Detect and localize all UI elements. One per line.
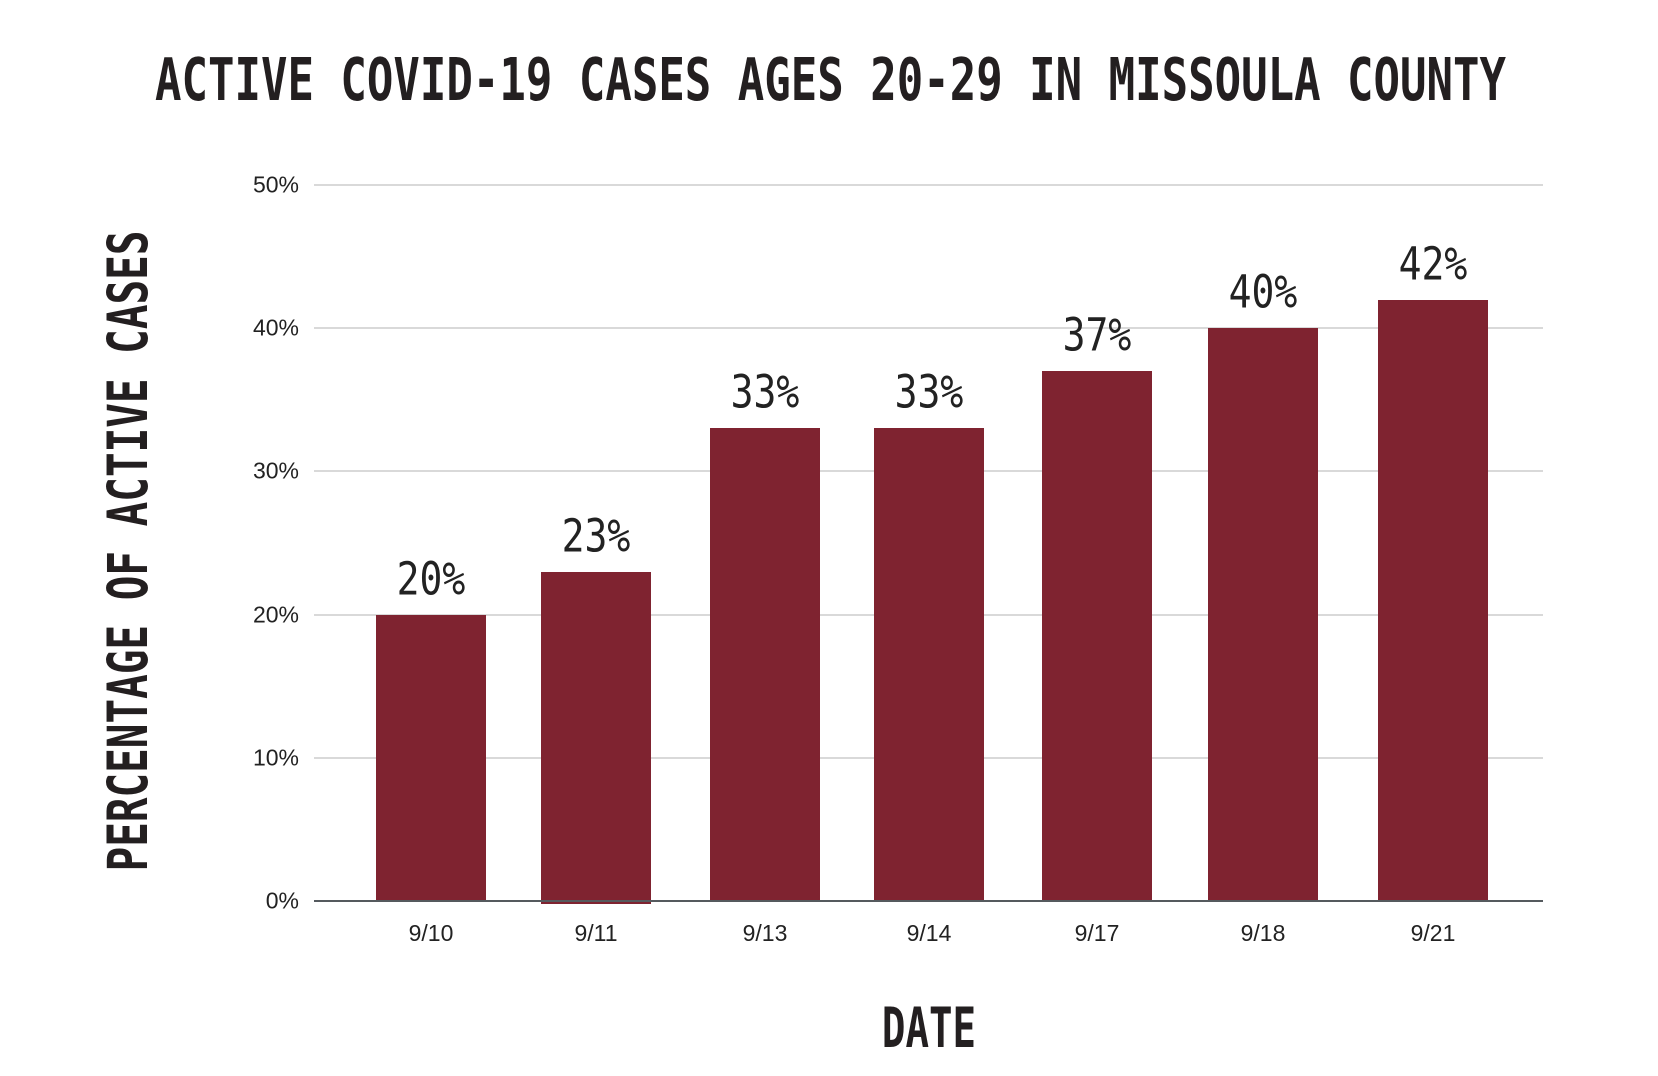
x-tick-label: 9/14	[906, 920, 952, 946]
x-tick-label: 9/17	[1074, 920, 1120, 946]
y-tick-label: 30%	[252, 457, 299, 484]
bar-value-label: 42%	[1398, 237, 1468, 290]
bar-value-label: 37%	[1062, 308, 1132, 362]
bar-value-label: 40%	[1228, 265, 1298, 319]
x-tick-label: 9/10	[408, 920, 454, 946]
bar-9-21[interactable]	[1378, 299, 1488, 901]
y-tick-label: 10%	[252, 744, 299, 771]
gridline	[314, 184, 1543, 186]
x-tick-label: 9/13	[742, 920, 788, 946]
chart-title: ACTIVE COVID-19 CASES AGES 20-29 IN MISS…	[155, 45, 1507, 115]
x-axis-line	[314, 900, 1543, 902]
x-tick-label: 9/18	[1240, 920, 1286, 946]
bar-9-14[interactable]	[874, 428, 984, 901]
y-tick-label: 20%	[252, 601, 299, 628]
bar-9-10[interactable]	[376, 614, 486, 901]
y-tick-label: 0%	[265, 887, 299, 914]
bar-value-label: 33%	[730, 366, 800, 419]
bar-9-17[interactable]	[1042, 371, 1152, 901]
bar-value-label: 33%	[894, 366, 964, 419]
bar-9-18[interactable]	[1208, 328, 1318, 901]
bar-value-label: 23%	[561, 509, 631, 563]
x-axis-label: DATE	[881, 995, 977, 1061]
x-tick-label: 9/21	[1410, 920, 1456, 946]
bar-9-11[interactable]	[541, 571, 651, 904]
x-tick-label: 9/11	[574, 920, 618, 946]
bar-9-13[interactable]	[710, 428, 820, 901]
y-tick-label: 50%	[252, 171, 299, 198]
bar-value-label: 20%	[396, 552, 466, 605]
gridline	[314, 327, 1543, 330]
y-tick-label: 40%	[252, 314, 299, 341]
